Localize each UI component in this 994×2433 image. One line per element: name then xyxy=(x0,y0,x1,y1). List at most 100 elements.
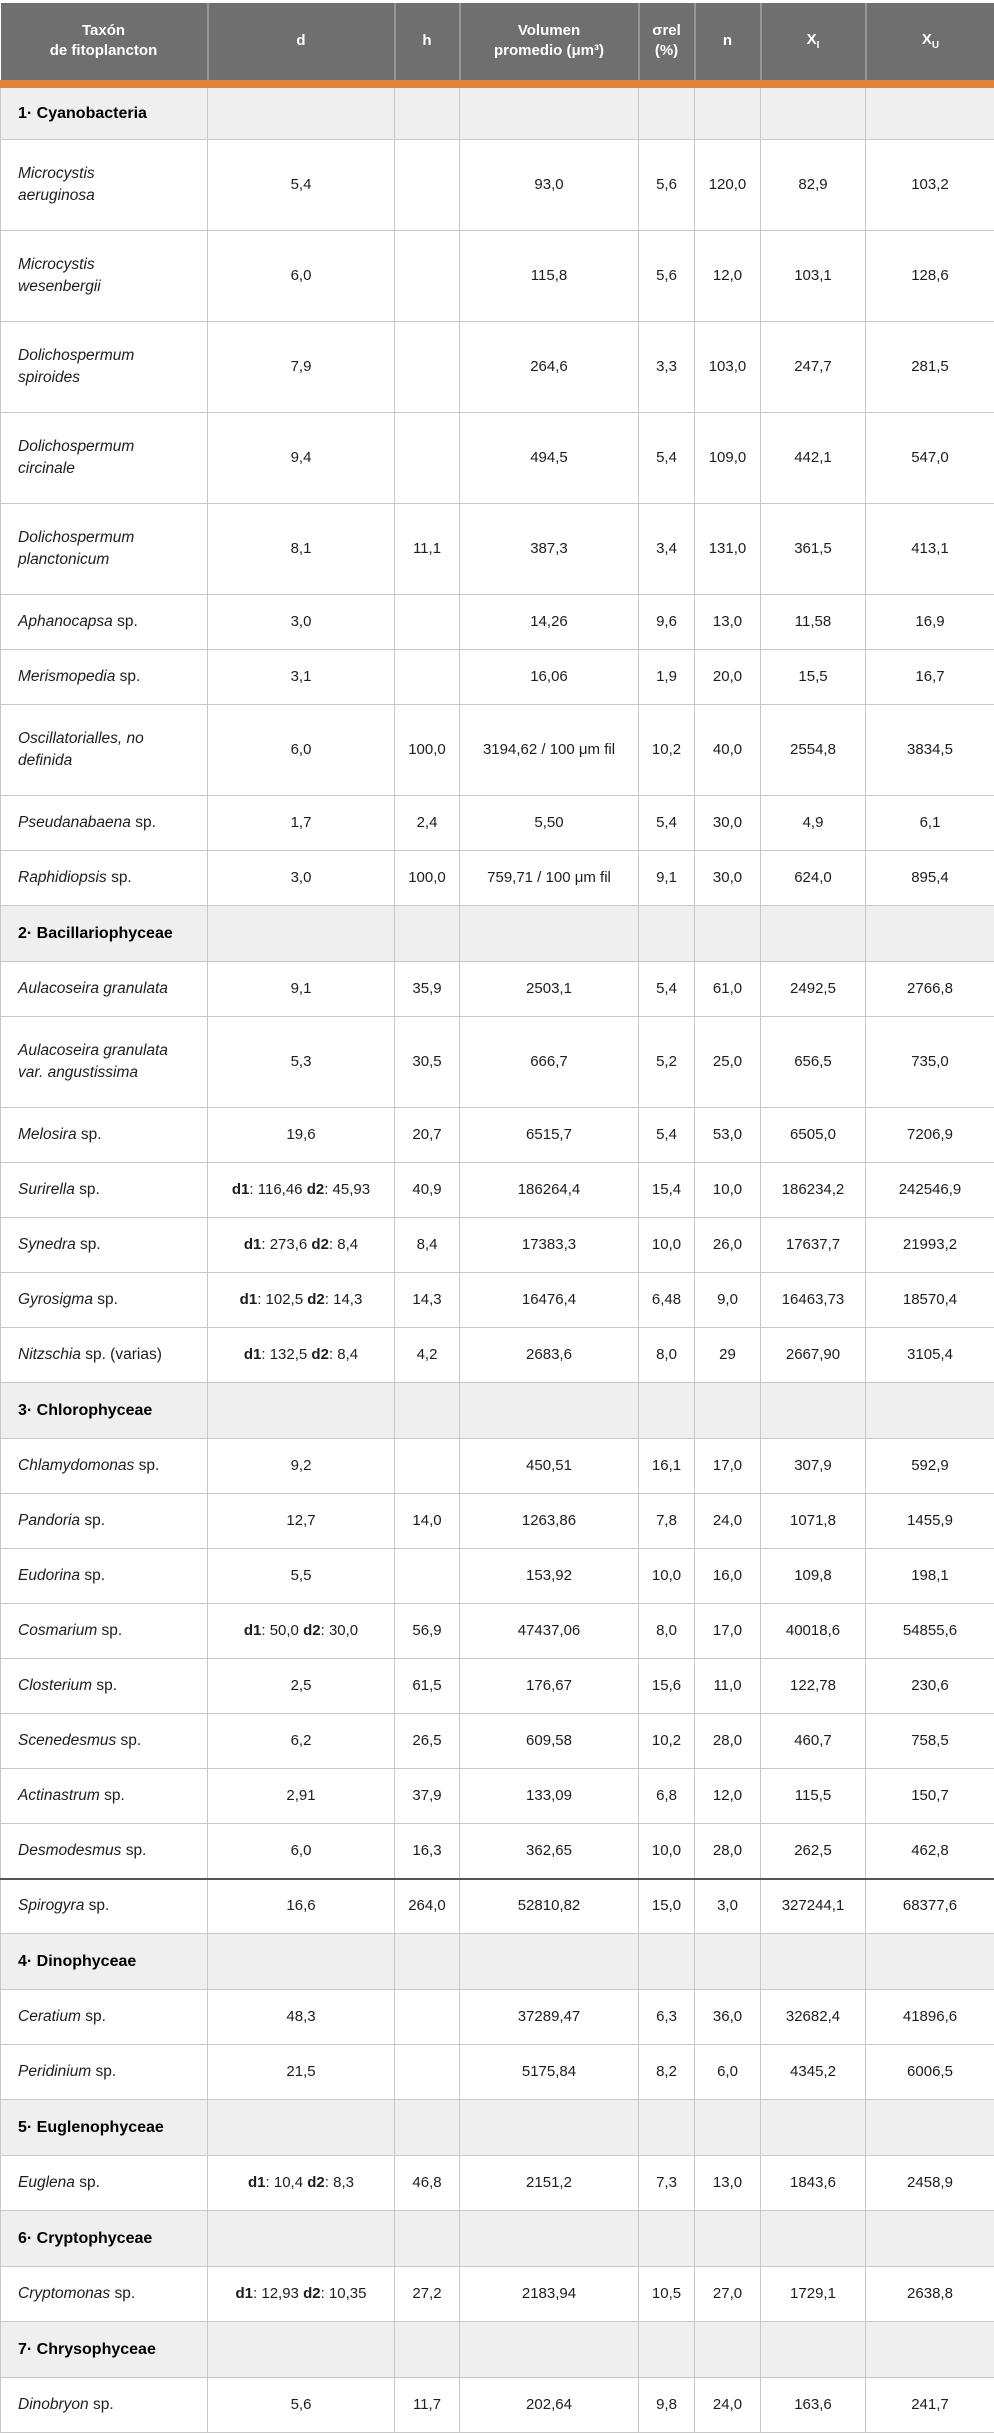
dimension-value-d2: 8,3 xyxy=(333,2174,354,2191)
column-header-subscript: I xyxy=(817,40,820,51)
vol-value: 17383,3 xyxy=(522,1236,576,1253)
vol-value: 450,51 xyxy=(526,1457,572,1474)
vol-value: 2683,6 xyxy=(526,1346,572,1363)
xu-value: 462,8 xyxy=(911,1842,949,1859)
section-label: 4· Dinophyceae xyxy=(1,1934,208,1990)
srel-value: 8,0 xyxy=(656,1346,677,1363)
dimension-label-d1: d1 xyxy=(244,1622,262,1639)
xi-value: 2667,90 xyxy=(786,1346,840,1363)
vol-value: 2503,1 xyxy=(526,980,572,997)
d-cell: 9,4 xyxy=(208,413,395,504)
h-value: 264,0 xyxy=(408,1897,446,1914)
d-cell: 3,0 xyxy=(208,851,395,906)
xi-value: 307,9 xyxy=(794,1457,832,1474)
srel-value: 15,0 xyxy=(652,1897,681,1914)
h-value: 30,5 xyxy=(412,1053,441,1070)
h-cell: 14,3 xyxy=(395,1273,460,1328)
n-cell: 3,0 xyxy=(695,1879,761,1934)
xi-cell: 442,1 xyxy=(761,413,866,504)
n-value: 3,0 xyxy=(717,1897,738,1914)
xi-value: 17637,7 xyxy=(786,1236,840,1253)
n-value: 13,0 xyxy=(713,613,742,630)
h-cell xyxy=(395,413,460,504)
taxon-name: Dinobryon xyxy=(18,2396,89,2413)
xi-cell: 1071,8 xyxy=(761,1494,866,1549)
section-row: 7· Chrysophyceae xyxy=(1,2322,994,2378)
srel-value: 16,1 xyxy=(652,1457,681,1474)
taxon-suffix: sp. xyxy=(111,869,132,886)
d-cell: d1: 132,5 d2: 8,4 xyxy=(208,1328,395,1383)
d-cell: 6,0 xyxy=(208,1824,395,1879)
dimension-value-d2: 8,4 xyxy=(337,1346,358,1363)
h-value: 37,9 xyxy=(412,1787,441,1804)
column-header-xi: XI xyxy=(761,2,866,84)
xu-value: 198,1 xyxy=(911,1567,949,1584)
h-value: 100,0 xyxy=(408,869,446,886)
srel-cell: 10,2 xyxy=(639,705,695,796)
srel-value: 10,2 xyxy=(652,741,681,758)
section-empty-cell-d xyxy=(208,1383,395,1439)
column-header-base: X xyxy=(807,31,817,48)
srel-cell: 5,4 xyxy=(639,962,695,1017)
n-cell: 17,0 xyxy=(695,1439,761,1494)
h-value: 4,2 xyxy=(417,1346,438,1363)
taxon-name: Peridinium xyxy=(18,2063,91,2080)
n-cell: 28,0 xyxy=(695,1714,761,1769)
h-cell xyxy=(395,1990,460,2045)
xi-cell: 4345,2 xyxy=(761,2045,866,2100)
section-empty-cell-xi xyxy=(761,906,866,962)
n-cell: 29 xyxy=(695,1328,761,1383)
h-cell: 264,0 xyxy=(395,1879,460,1934)
section-empty-cell-srel xyxy=(639,906,695,962)
xu-value: 2458,9 xyxy=(907,2174,953,2191)
dimension-label-d1: d1 xyxy=(248,2174,266,2191)
xu-value: 21993,2 xyxy=(903,1236,957,1253)
xu-cell: 68377,6 xyxy=(866,1879,994,1934)
vol-cell: 362,65 xyxy=(460,1824,639,1879)
vol-cell: 387,3 xyxy=(460,504,639,595)
taxon-suffix: sp. xyxy=(104,1787,125,1804)
d-value: 5,3 xyxy=(291,1053,312,1070)
n-cell: 28,0 xyxy=(695,1824,761,1879)
section-label: 3· Chlorophyceae xyxy=(1,1383,208,1439)
dimension-separator: : xyxy=(266,2174,274,2191)
h-value: 26,5 xyxy=(412,1732,441,1749)
n-cell: 131,0 xyxy=(695,504,761,595)
h-cell: 40,9 xyxy=(395,1163,460,1218)
section-empty-cell-srel xyxy=(639,1383,695,1439)
taxon-name: Surirella xyxy=(18,1181,75,1198)
xu-value: 592,9 xyxy=(911,1457,949,1474)
taxon-cell: Aulacoseira granulata xyxy=(1,962,208,1017)
column-header-line: de fitoplancton xyxy=(50,42,158,59)
n-cell: 16,0 xyxy=(695,1549,761,1604)
n-value: 103,0 xyxy=(709,358,747,375)
xu-cell: 54855,6 xyxy=(866,1604,994,1659)
srel-cell: 9,1 xyxy=(639,851,695,906)
srel-cell: 5,4 xyxy=(639,413,695,504)
n-value: 12,0 xyxy=(713,1787,742,1804)
srel-value: 10,0 xyxy=(652,1842,681,1859)
taxon-cell: Peridinium sp. xyxy=(1,2045,208,2100)
dimension-value-d1: 116,46 xyxy=(258,1181,303,1198)
dimension-separator: : xyxy=(321,2285,329,2302)
srel-value: 1,9 xyxy=(656,668,677,685)
vol-cell: 264,6 xyxy=(460,322,639,413)
n-value: 29 xyxy=(719,1346,736,1363)
srel-cell: 15,4 xyxy=(639,1163,695,1218)
taxon-cell: Ceratium sp. xyxy=(1,1990,208,2045)
taxon-suffix: sp. xyxy=(79,1181,100,1198)
srel-cell: 10,0 xyxy=(639,1218,695,1273)
n-cell: 109,0 xyxy=(695,413,761,504)
taxon-cell: Microcystis wesenbergii xyxy=(1,231,208,322)
section-empty-cell-d xyxy=(208,906,395,962)
section-empty-cell-vol xyxy=(460,1934,639,1990)
xu-cell: 2638,8 xyxy=(866,2267,994,2322)
xu-cell: 6,1 xyxy=(866,796,994,851)
xi-cell: 624,0 xyxy=(761,851,866,906)
